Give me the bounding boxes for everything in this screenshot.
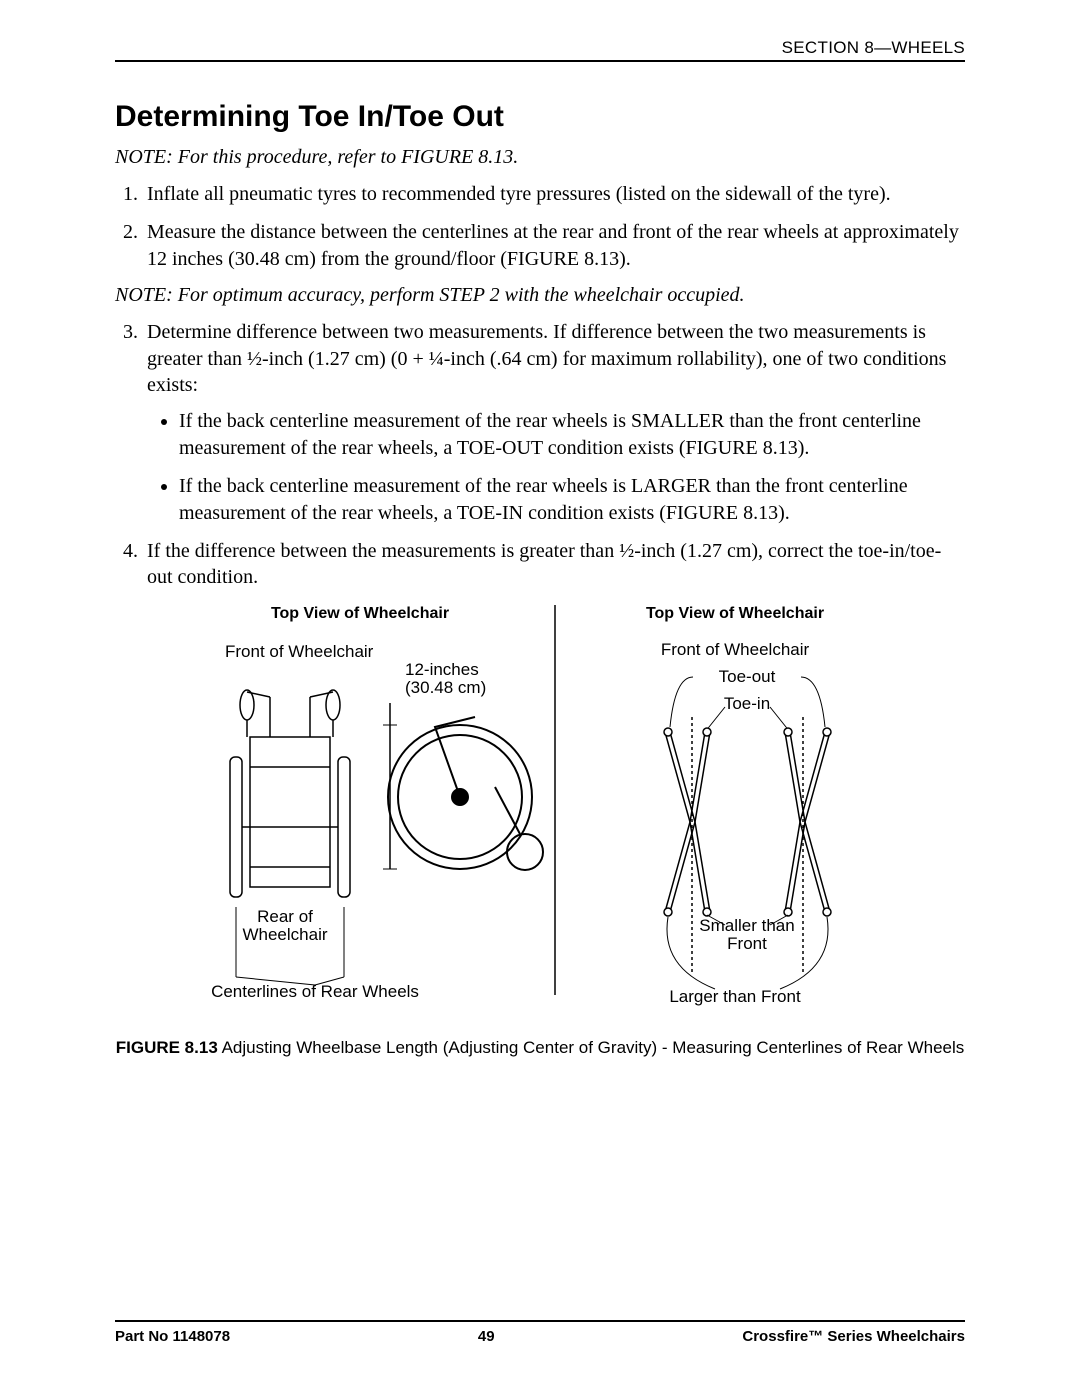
figure-right-svg: Front of Wheelchair Toe-out Toe-in Small… — [565, 627, 905, 1017]
figure-left-title: Top View of Wheelchair — [175, 605, 545, 623]
procedure-steps: Inflate all pneumatic tyres to recommend… — [115, 181, 965, 272]
label-toe-out: Toe-out — [719, 667, 776, 686]
label-toe-in: Toe-in — [724, 694, 770, 713]
figure-left-svg: Front of Wheelchair 12-inches (30.48 cm)… — [175, 627, 545, 1017]
label-12in: 12-inches — [405, 660, 479, 679]
figure-row: Top View of Wheelchair Front of Wheelcha… — [115, 605, 965, 1022]
figure-right-panel: Top View of Wheelchair Front of Wheelcha… — [565, 605, 905, 1022]
figure-divider — [545, 605, 565, 995]
label-front-wheelchair-r: Front of Wheelchair — [661, 640, 810, 659]
step-3-bullet-1: If the back centerline measurement of th… — [179, 408, 965, 461]
page-heading: Determining Toe In/Toe Out — [115, 100, 965, 134]
step-2: Measure the distance between the centerl… — [143, 219, 965, 272]
label-smaller-2: Front — [727, 934, 767, 953]
document-page: SECTION 8—WHEELS Determining Toe In/Toe … — [0, 0, 1080, 1397]
figure-right-title: Top View of Wheelchair — [565, 605, 905, 623]
footer-part-no: Part No 1148078 — [115, 1328, 230, 1345]
label-larger: Larger than Front — [669, 987, 801, 1006]
step-1: Inflate all pneumatic tyres to recommend… — [143, 181, 965, 207]
figure-caption-rest: Adjusting Wheelbase Length (Adjusting Ce… — [218, 1038, 964, 1057]
label-rear-1: Rear of — [257, 907, 313, 926]
procedure-steps-cont: Determine difference between two measure… — [115, 319, 965, 591]
step-4: If the difference between the measuremen… — [143, 538, 965, 591]
footer-product: Crossfire™ Series Wheelchairs — [742, 1328, 965, 1345]
note-1: NOTE: For this procedure, refer to FIGUR… — [115, 146, 965, 169]
label-rear-2: Wheelchair — [242, 925, 327, 944]
figure-caption-bold: FIGURE 8.13 — [116, 1038, 218, 1057]
wheelchair-top-diagram — [230, 690, 350, 897]
step-3-bullets: If the back centerline measurement of th… — [147, 408, 965, 526]
step-3-text: Determine difference between two measure… — [147, 321, 946, 396]
step-3: Determine difference between two measure… — [143, 319, 965, 526]
figure-left-panel: Top View of Wheelchair Front of Wheelcha… — [175, 605, 545, 1022]
step-3-bullet-2: If the back centerline measurement of th… — [179, 473, 965, 526]
note-2: NOTE: For optimum accuracy, perform STEP… — [115, 284, 965, 307]
label-12cm: (30.48 cm) — [405, 678, 486, 697]
footer-page-number: 49 — [478, 1328, 495, 1345]
header-section-label: SECTION 8—WHEELS — [115, 38, 965, 62]
label-front-wheelchair: Front of Wheelchair — [225, 642, 374, 661]
wheelchair-side-diagram — [383, 703, 543, 870]
figure-caption: FIGURE 8.13 Adjusting Wheelbase Length (… — [115, 1036, 965, 1060]
page-footer: Part No 1148078 49 Crossfire™ Series Whe… — [115, 1320, 965, 1345]
